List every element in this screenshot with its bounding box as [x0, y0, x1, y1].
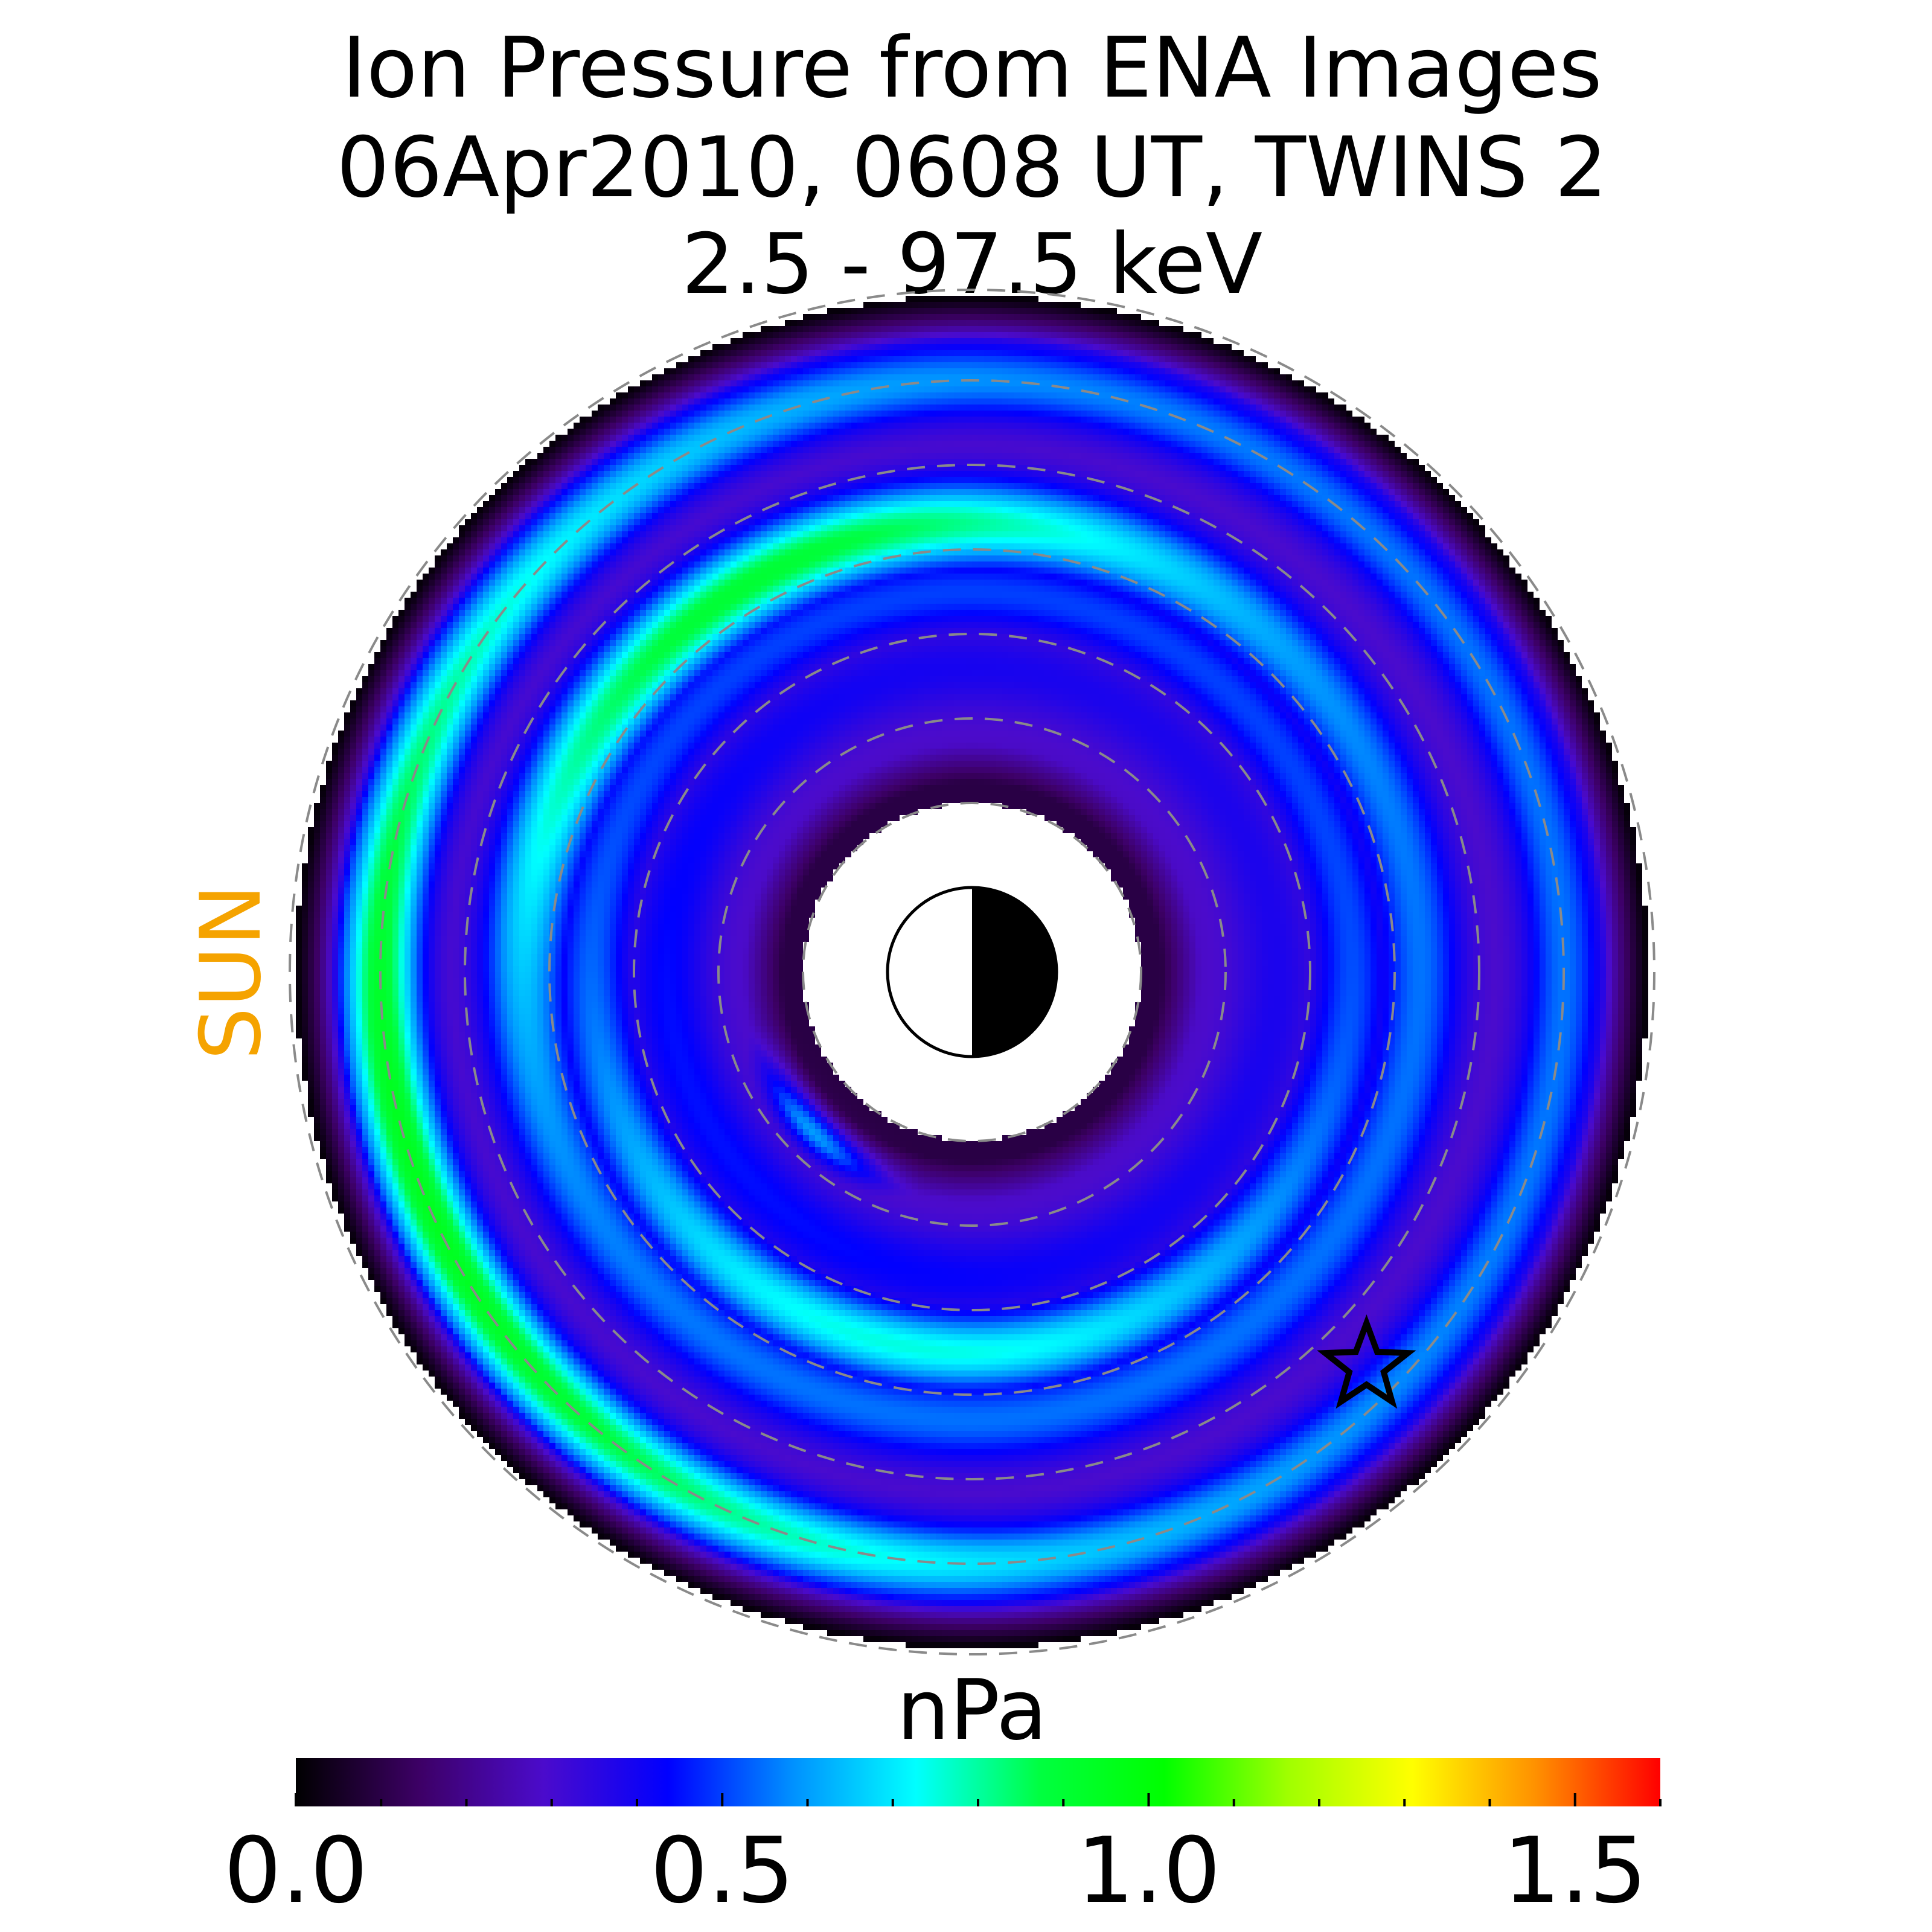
colorbar-tick-label: 1.0: [1076, 1818, 1221, 1924]
guide-ring: [717, 717, 1227, 1227]
guide-ring: [633, 633, 1311, 1311]
colorbar: nPa 0.0 0.5 1.0 1.5: [224, 1662, 1662, 1924]
guide-ring: [379, 379, 1565, 1565]
colorbar-ticks: [295, 1793, 1662, 1806]
guide-ring: [464, 464, 1480, 1480]
colorbar-tick-label: 0.5: [650, 1818, 795, 1924]
colorbar-tick-label: 1.5: [1503, 1818, 1647, 1924]
sun-direction-label: SUN: [182, 884, 280, 1060]
colorbar-tick-label: 0.0: [224, 1818, 368, 1924]
title-line-2: 06Apr2010, 0608 UT, TWINS 2: [336, 119, 1607, 216]
earth-icon: [886, 886, 1058, 1058]
inner-boundary-ring: [802, 802, 1142, 1142]
title-line-1: Ion Pressure from ENA Images: [342, 19, 1602, 117]
chart-title: Ion Pressure from ENA Images 06Apr2010, …: [336, 19, 1607, 313]
guide-rings: [289, 289, 1655, 1655]
pressure-map: [289, 289, 1655, 1655]
colorbar-label: nPa: [897, 1662, 1047, 1759]
colorbar-gradient: [296, 1758, 1660, 1806]
colorbar-tick-labels: 0.0 0.5 1.0 1.5: [224, 1818, 1647, 1924]
star-marker-icon: [1317, 1314, 1416, 1409]
guide-ring: [289, 289, 1655, 1655]
guide-ring: [548, 548, 1396, 1396]
